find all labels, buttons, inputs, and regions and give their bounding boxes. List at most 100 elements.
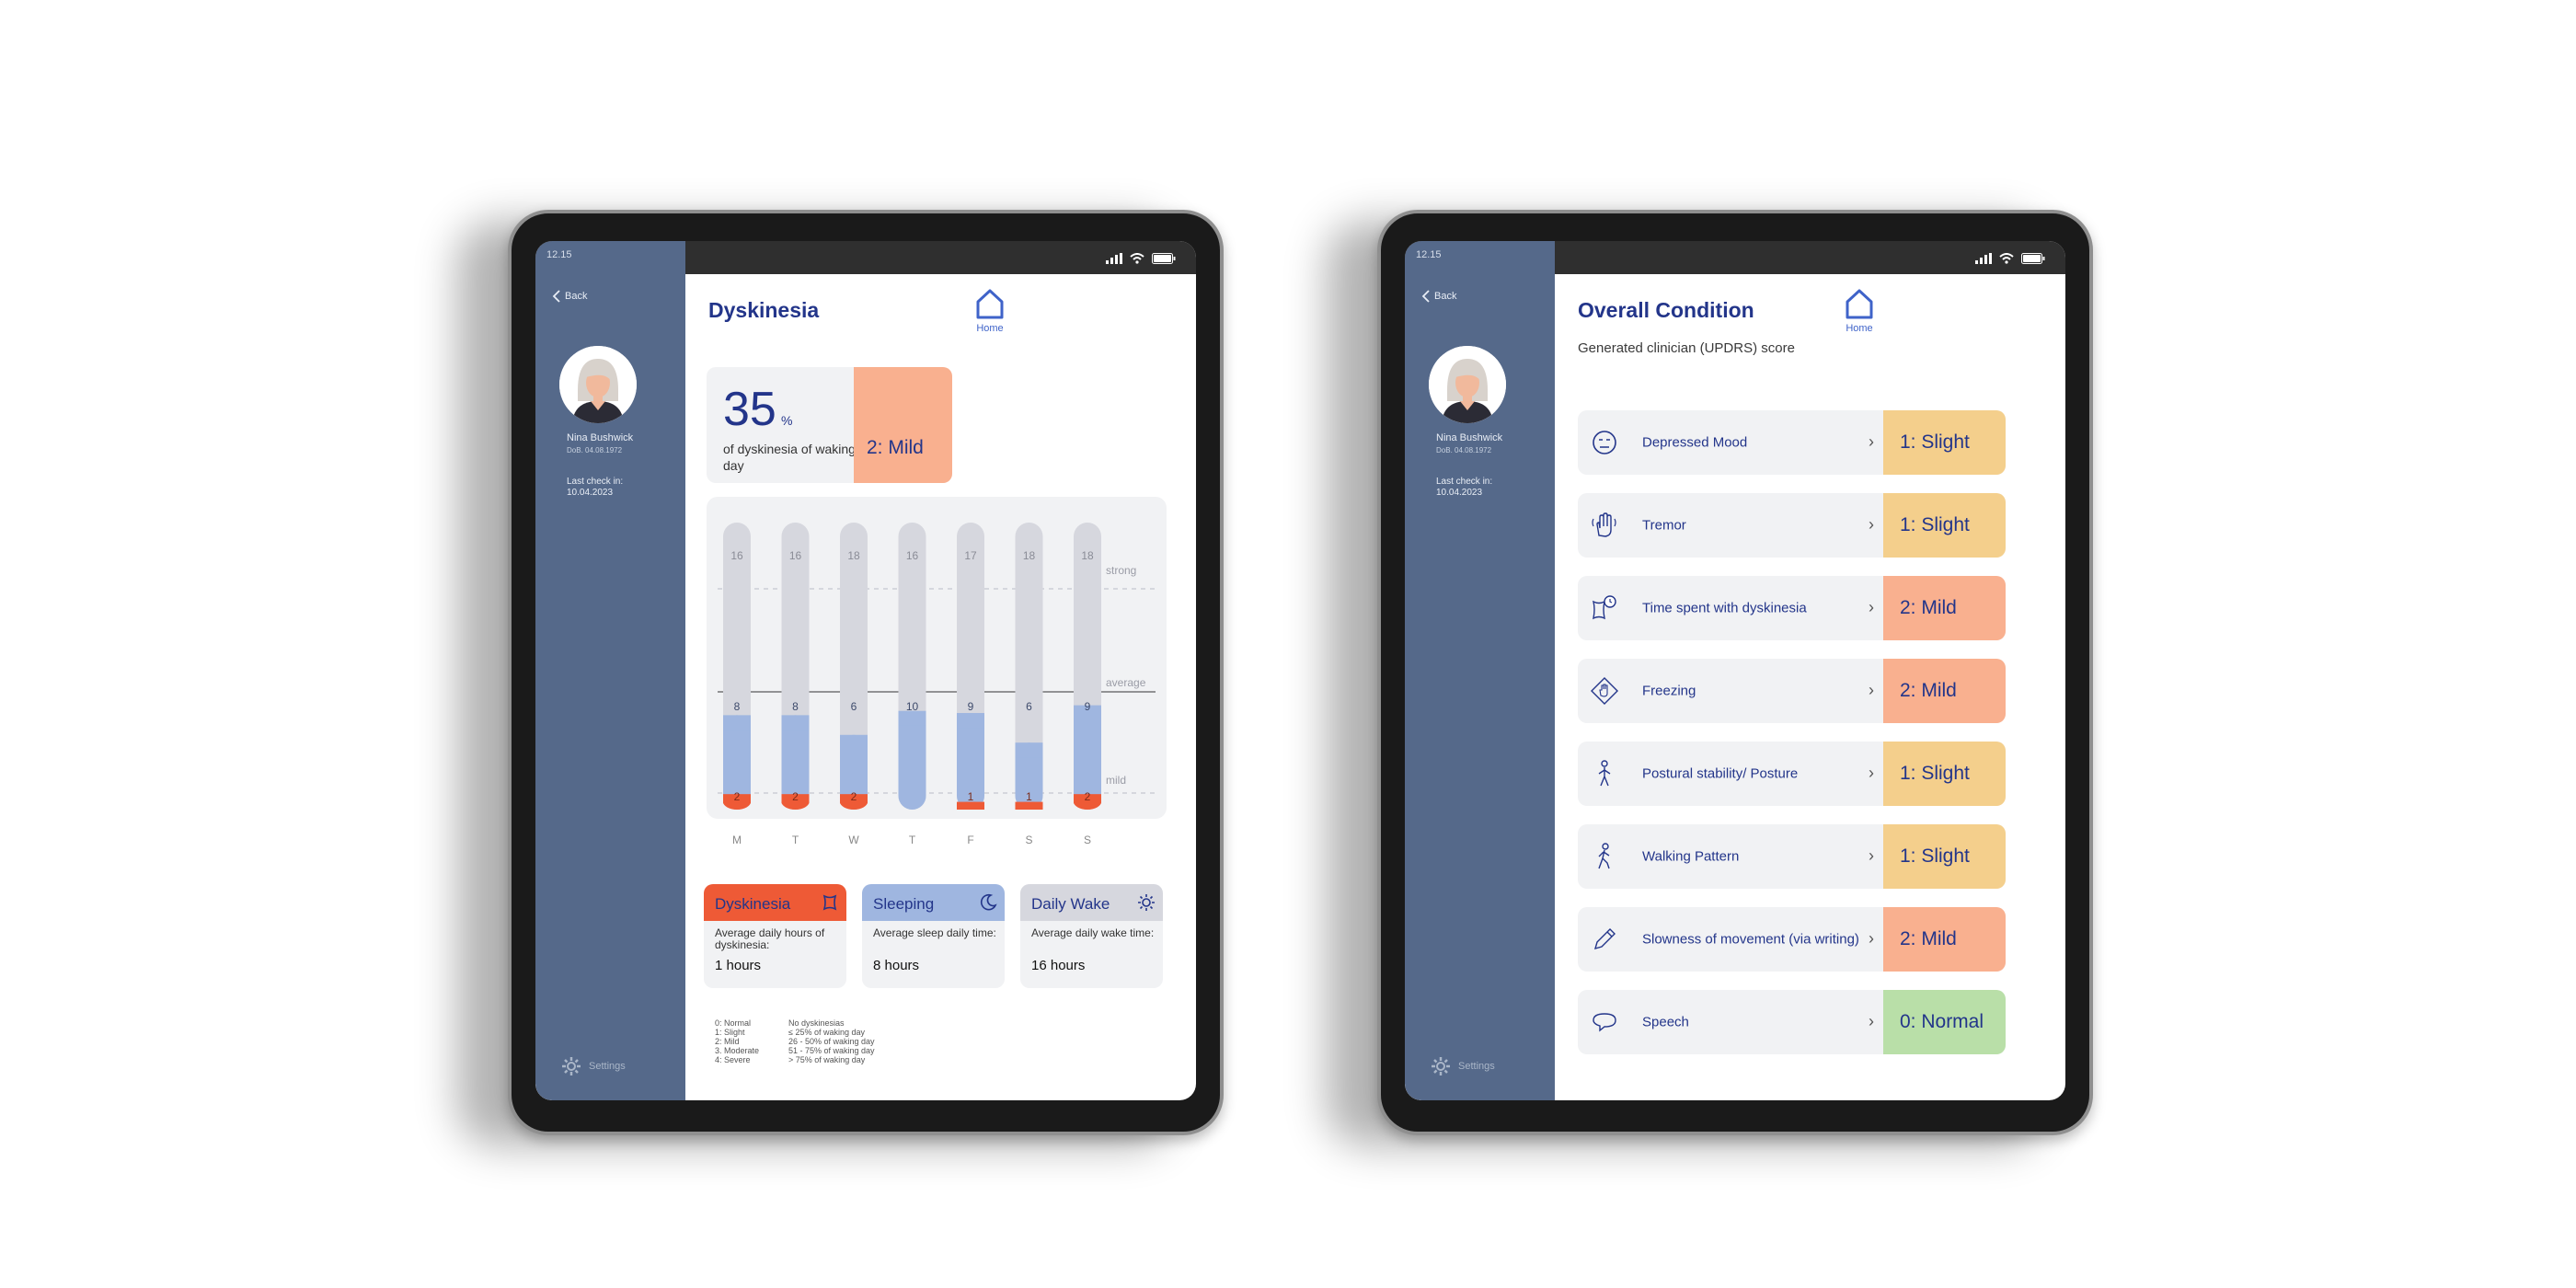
bar-label-sleeping: 8 <box>792 700 799 713</box>
sun-icon <box>1138 894 1155 911</box>
percent-caption: of dyskinesia of waking day <box>723 442 856 473</box>
bar-label-dyskinesia: 2 <box>792 790 799 803</box>
info-card-dyskinesia[interactable]: Dyskinesia Average daily hours of dyskin… <box>704 884 846 988</box>
condition-score: 2: Mild <box>1900 680 1957 701</box>
info-card-title: Dyskinesia <box>715 895 791 913</box>
info-card-header: Daily Wake <box>1020 884 1163 921</box>
chevron-left-icon <box>552 290 560 303</box>
chevron-right-icon: › <box>1869 846 1874 865</box>
chevron-right-icon: › <box>1869 598 1874 616</box>
condition-row-postural-stability[interactable]: Postural stability/ Posture › 1: Slight <box>1578 742 2006 806</box>
reference-label-strong: strong <box>1106 564 1136 577</box>
wifi-icon <box>1999 253 2014 264</box>
bar-sleeping <box>898 710 926 810</box>
bar-label-dyskinesia: 2 <box>851 790 857 803</box>
condition-row-time-with-dyskinesia[interactable]: Time spent with dyskinesia › 2: Mild <box>1578 576 2006 640</box>
bar-label-wake: 18 <box>847 549 860 562</box>
info-card-sleeping[interactable]: Sleeping Average sleep daily time: 8 hou… <box>862 884 1005 988</box>
home-label: Home <box>1846 323 1873 334</box>
settings-button[interactable]: Settings <box>561 1056 626 1076</box>
x-tick-label: M <box>732 834 742 846</box>
info-card-daily-wake[interactable]: Daily Wake Average daily wake time: 16 h… <box>1020 884 1163 988</box>
last-checkin-date: 10.04.2023 <box>1436 488 1483 498</box>
speech-bubble-icon <box>1593 1013 1616 1032</box>
bar-dyskinesia-top <box>781 794 810 804</box>
bar-sleeping <box>840 734 868 810</box>
info-card-desc: Average daily wake time: <box>1031 926 1155 939</box>
settings-label: Settings <box>589 1061 626 1072</box>
condition-row-speech[interactable]: Speech › 0: Normal <box>1578 990 2006 1054</box>
condition-label: Speech <box>1642 1014 1689 1030</box>
condition-score-badge: 2: Mild <box>1883 576 2006 640</box>
bar-sleeping-top <box>1074 705 1101 720</box>
condition-label: Time spent with dyskinesia <box>1642 600 1807 616</box>
home-icon <box>1846 289 1873 319</box>
avatar[interactable] <box>559 346 637 423</box>
bar-label-wake: 17 <box>964 549 977 562</box>
patient-dob: DoB. 04.08.1972 <box>1436 446 1492 454</box>
condition-score: 1: Slight <box>1900 431 1970 453</box>
bar-sleeping-top <box>840 734 868 750</box>
bar-sleeping-top <box>898 710 926 726</box>
x-tick-label: T <box>908 834 916 846</box>
bar-dyskinesia-top <box>1074 794 1101 804</box>
info-card-value: 16 hours <box>1031 958 1086 973</box>
legend-level: 0: Normal <box>715 1018 752 1028</box>
info-card-value: 8 hours <box>873 958 920 973</box>
condition-score: 0: Normal <box>1900 1011 1984 1032</box>
home-button[interactable]: Home <box>1841 287 1878 334</box>
condition-label: Depressed Mood <box>1642 434 1748 451</box>
patient-name: Nina Bushwick <box>1436 432 1503 443</box>
reference-label-mild: mild <box>1106 774 1126 787</box>
condition-score: 1: Slight <box>1900 763 1970 784</box>
chevron-right-icon: › <box>1869 515 1874 534</box>
x-tick-label: T <box>791 834 799 846</box>
bar-sleeping <box>1015 742 1043 810</box>
chevron-right-icon: › <box>1869 764 1874 782</box>
condition-row-tremor[interactable]: Tremor › 1: Slight <box>1578 493 2006 558</box>
bar-dyskinesia-top <box>840 794 868 804</box>
back-button[interactable]: Back <box>552 289 587 304</box>
bar-label-wake: 18 <box>1081 549 1094 562</box>
bar-sleeping-top <box>1015 742 1043 758</box>
walking-icon <box>1598 843 1610 869</box>
back-button[interactable]: Back <box>1421 289 1456 304</box>
chevron-left-icon <box>1421 290 1430 303</box>
x-tick-label: W <box>848 834 859 846</box>
condition-score-badge: 1: Slight <box>1883 824 2006 889</box>
sad-face-icon <box>1593 431 1616 454</box>
percent-unit: % <box>781 413 793 428</box>
gear-icon <box>1432 1057 1450 1075</box>
condition-row-slowness-of-movement[interactable]: Slowness of movement (via writing) › 2: … <box>1578 907 2006 972</box>
legend-level: 1: Slight <box>715 1028 745 1037</box>
moon-icon <box>981 893 997 911</box>
tablet-dyskinesia: 12.15 Back Nina Bushwick DoB. 04.08.1972 <box>508 210 1224 1135</box>
settings-label: Settings <box>1458 1061 1495 1072</box>
bar-label-sleeping: 9 <box>968 700 974 713</box>
bar-label-sleeping: 8 <box>734 700 741 713</box>
page-subtitle: Generated clinician (UPDRS) score <box>1578 340 1795 356</box>
screen-dyskinesia: 12.15 Back Nina Bushwick DoB. 04.08.1972 <box>535 241 1196 1100</box>
pencil-icon <box>1593 928 1616 950</box>
patient-name: Nina Bushwick <box>567 432 634 443</box>
home-button[interactable]: Home <box>972 287 1008 334</box>
condition-score: 1: Slight <box>1900 514 1970 535</box>
condition-score-badge: 1: Slight <box>1883 410 2006 475</box>
settings-button[interactable]: Settings <box>1431 1056 1495 1076</box>
condition-label: Slowness of movement (via writing) <box>1642 931 1859 948</box>
legend-level: 2: Mild <box>715 1037 740 1046</box>
status-icons <box>1975 251 2045 264</box>
condition-row-walking-pattern[interactable]: Walking Pattern › 1: Slight <box>1578 824 2006 889</box>
tablet-overall-condition: 12.15 Back Nina Bushwick DoB. 04.08.1972 <box>1377 210 2093 1135</box>
legend-desc: 51 - 75% of waking day <box>788 1046 875 1055</box>
condition-score-badge: 2: Mild <box>1883 659 2006 723</box>
avatar[interactable] <box>1429 346 1506 423</box>
signal-icon <box>1975 253 1992 264</box>
condition-label: Tremor <box>1642 517 1686 534</box>
bar-sleeping <box>957 713 984 810</box>
condition-row-depressed-mood[interactable]: Depressed Mood › 1: Slight <box>1578 410 2006 475</box>
condition-row-freezing[interactable]: Freezing › 2: Mild <box>1578 659 2006 723</box>
bar-sleeping-top <box>957 713 984 729</box>
bar-label-wake: 16 <box>730 549 743 562</box>
info-card-header: Dyskinesia <box>704 884 846 921</box>
